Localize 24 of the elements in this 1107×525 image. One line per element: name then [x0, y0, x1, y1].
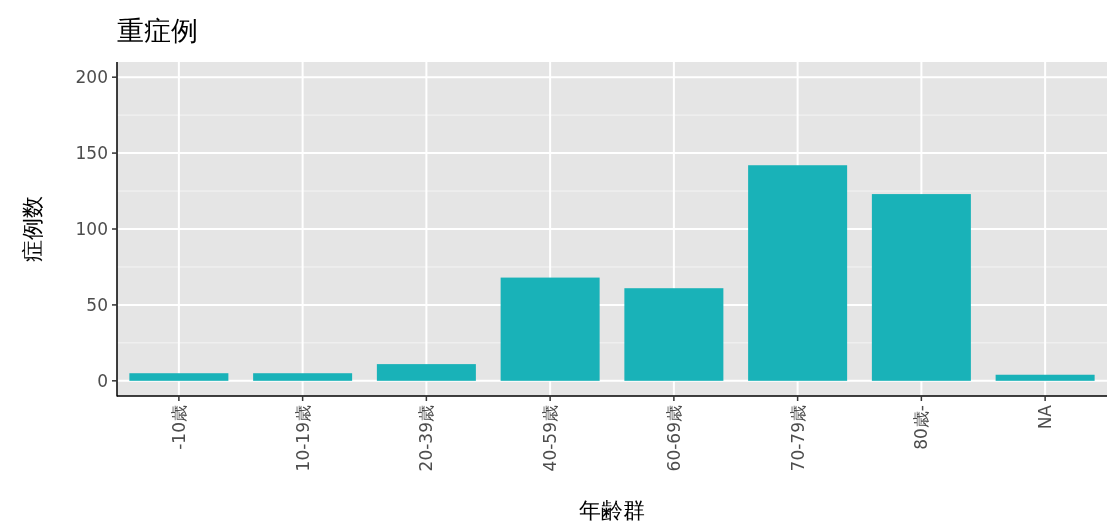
- y-tick-label: 50: [86, 294, 108, 315]
- bar: [500, 277, 600, 381]
- y-tick-label: 0: [97, 370, 108, 391]
- chart-title: 重症例: [117, 15, 198, 46]
- x-tick-label: 10-19歳: [292, 405, 313, 472]
- bar: [871, 194, 971, 381]
- x-tick-label: 20-39歳: [416, 405, 437, 472]
- x-tick-label: -10歳: [168, 405, 189, 450]
- x-axis-title: 年齢群: [579, 498, 645, 523]
- bar: [748, 165, 848, 381]
- bar: [376, 364, 476, 381]
- x-tick-label: NA: [1035, 404, 1056, 430]
- bar: [624, 288, 724, 381]
- x-tick-label: 40-59歳: [540, 405, 561, 472]
- x-tick-label: 60-69歳: [663, 405, 684, 472]
- y-tick-label: 200: [75, 67, 108, 88]
- y-axis-title: 症例数: [20, 196, 45, 262]
- bar: [129, 373, 229, 381]
- x-tick-label: 70-79歳: [787, 405, 808, 472]
- x-tick-label: 80歳-: [911, 405, 932, 450]
- y-tick-label: 100: [75, 219, 108, 239]
- bar: [253, 373, 353, 381]
- y-tick-label: 150: [75, 143, 108, 164]
- bar: [995, 374, 1095, 381]
